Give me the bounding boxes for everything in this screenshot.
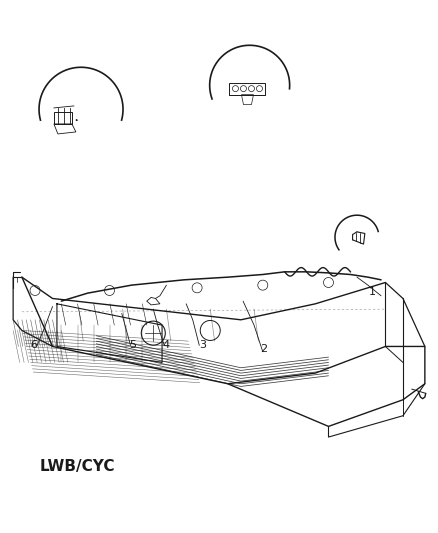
Text: LWB/CYC: LWB/CYC — [39, 459, 115, 474]
Text: 3: 3 — [199, 340, 206, 350]
Text: 1: 1 — [369, 287, 376, 297]
Text: 4: 4 — [162, 340, 169, 350]
Text: 2: 2 — [261, 344, 268, 354]
Text: 6: 6 — [30, 340, 37, 350]
Text: 5: 5 — [129, 340, 136, 350]
